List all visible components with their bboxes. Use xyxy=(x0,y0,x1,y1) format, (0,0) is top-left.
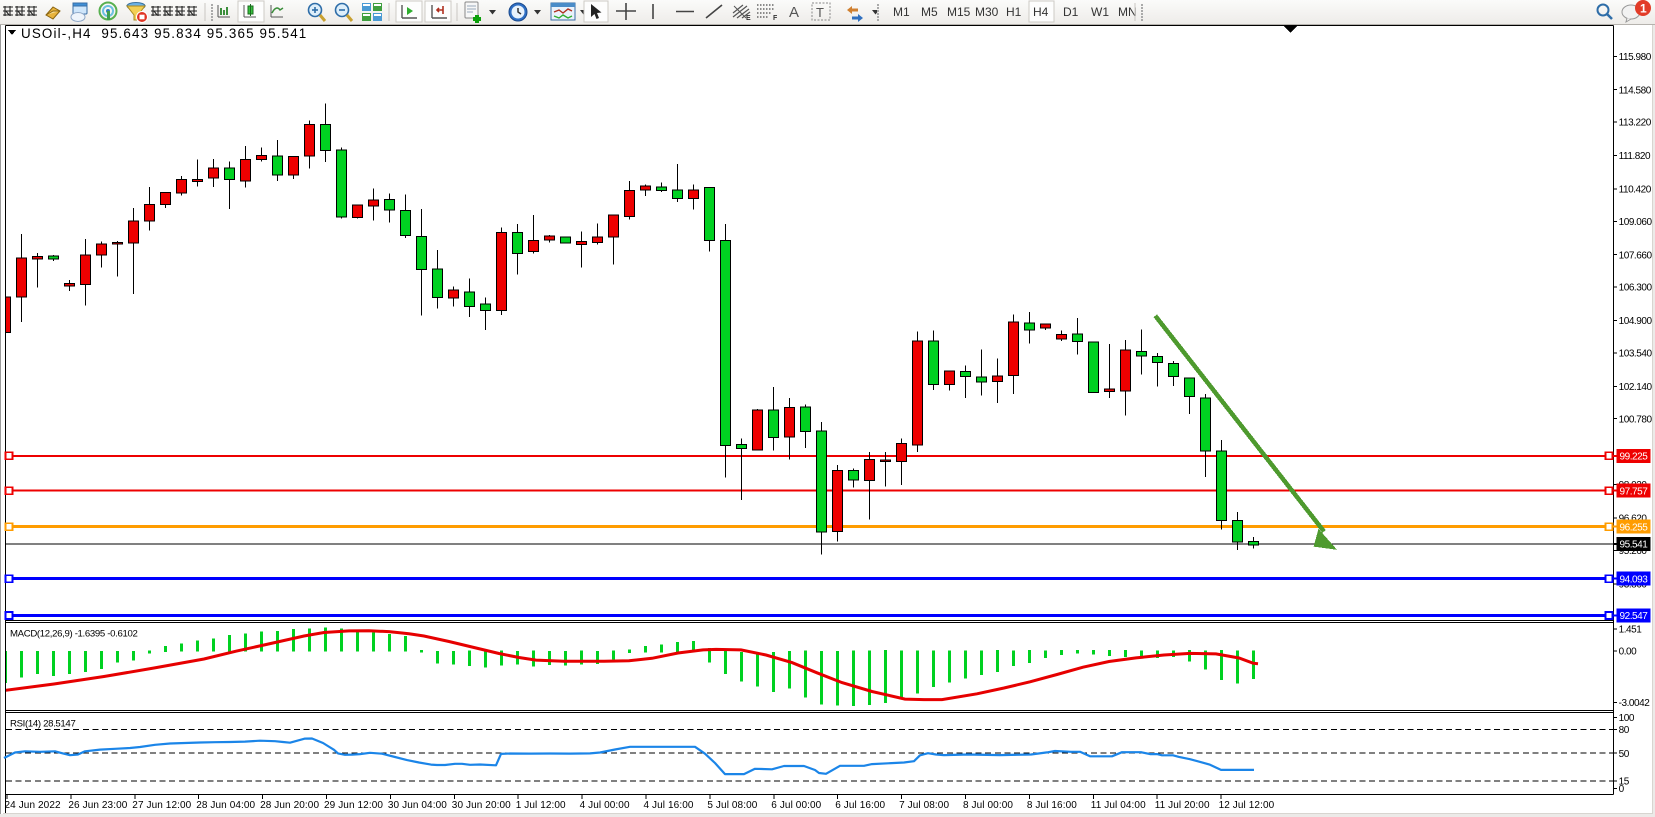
svg-text:4 Jul 00:00: 4 Jul 00:00 xyxy=(580,800,630,811)
svg-text:100.780: 100.780 xyxy=(1619,414,1653,425)
svg-text:28 Jun 04:00: 28 Jun 04:00 xyxy=(196,800,255,811)
svg-text:1 Jul 12:00: 1 Jul 12:00 xyxy=(516,800,566,811)
svg-text:MACD(12,26,9) -1.6395 -0.6102: MACD(12,26,9) -1.6395 -0.6102 xyxy=(10,629,137,640)
svg-text:28 Jun 20:00: 28 Jun 20:00 xyxy=(260,800,319,811)
svg-text:M1: M1 xyxy=(893,5,910,19)
svg-text:T: T xyxy=(816,5,824,20)
svg-text:103.540: 103.540 xyxy=(1619,349,1653,360)
svg-text:6 Jul 00:00: 6 Jul 00:00 xyxy=(771,800,821,811)
svg-text:50: 50 xyxy=(1619,749,1630,760)
svg-text:107.660: 107.660 xyxy=(1619,250,1653,261)
svg-text:110.420: 110.420 xyxy=(1619,185,1652,196)
svg-text:30 Jun 04:00: 30 Jun 04:00 xyxy=(388,800,447,811)
svg-text:11 Jul 04:00: 11 Jul 04:00 xyxy=(1091,800,1146,811)
svg-text:12 Jul 12:00: 12 Jul 12:00 xyxy=(1219,800,1275,811)
svg-text:5 Jul 08:00: 5 Jul 08:00 xyxy=(707,800,757,811)
svg-text:80: 80 xyxy=(1619,725,1630,736)
svg-text:M30: M30 xyxy=(975,5,999,19)
svg-text:102.140: 102.140 xyxy=(1619,382,1653,393)
svg-text:A: A xyxy=(789,4,799,21)
svg-text:97.757: 97.757 xyxy=(1620,486,1649,497)
svg-text:8 Jul 00:00: 8 Jul 00:00 xyxy=(963,800,1013,811)
svg-text:99.225: 99.225 xyxy=(1620,451,1649,462)
svg-text:M5: M5 xyxy=(921,5,938,19)
svg-text:E: E xyxy=(746,15,751,22)
svg-text:27 Jun 12:00: 27 Jun 12:00 xyxy=(132,800,191,811)
svg-text:114.580: 114.580 xyxy=(1619,85,1652,96)
svg-text:96.255: 96.255 xyxy=(1620,522,1649,533)
svg-text:104.900: 104.900 xyxy=(1619,316,1653,327)
svg-text:USOil-,H4 95.643 95.834 95.36: USOil-,H4 95.643 95.834 95.365 95.541 xyxy=(21,26,307,41)
svg-text:1.451: 1.451 xyxy=(1619,625,1643,636)
svg-text:-3.0042: -3.0042 xyxy=(1619,698,1651,709)
svg-text:109.060: 109.060 xyxy=(1619,217,1653,228)
svg-text:6 Jul 16:00: 6 Jul 16:00 xyxy=(835,800,885,811)
svg-text:4 Jul 16:00: 4 Jul 16:00 xyxy=(644,800,694,811)
svg-text:8 Jul 16:00: 8 Jul 16:00 xyxy=(1027,800,1077,811)
svg-text:RSI(14) 28.5147: RSI(14) 28.5147 xyxy=(10,719,75,730)
svg-text:96.620: 96.620 xyxy=(1619,514,1648,525)
svg-text:111.820: 111.820 xyxy=(1619,151,1651,162)
svg-text:106.300: 106.300 xyxy=(1619,283,1653,294)
svg-text:95.541: 95.541 xyxy=(1620,539,1649,550)
svg-text:11 Jul 20:00: 11 Jul 20:00 xyxy=(1155,800,1210,811)
svg-text:113.220: 113.220 xyxy=(1619,118,1652,129)
svg-text:29 Jun 12:00: 29 Jun 12:00 xyxy=(324,800,383,811)
svg-text:MN: MN xyxy=(1118,5,1137,19)
svg-text:95.260: 95.260 xyxy=(1619,546,1648,557)
svg-text:D1: D1 xyxy=(1063,5,1079,19)
svg-text:24 Jun 2022: 24 Jun 2022 xyxy=(5,800,61,811)
svg-text:W1: W1 xyxy=(1091,5,1109,19)
svg-text:30 Jun 20:00: 30 Jun 20:00 xyxy=(452,800,511,811)
svg-text:94.093: 94.093 xyxy=(1620,574,1649,585)
svg-text:F: F xyxy=(773,15,778,22)
svg-text:0: 0 xyxy=(1619,784,1625,795)
svg-text:7 Jul 08:00: 7 Jul 08:00 xyxy=(899,800,949,811)
svg-text:115.980: 115.980 xyxy=(1619,52,1652,63)
svg-text:1: 1 xyxy=(1640,2,1647,16)
svg-text:0.00: 0.00 xyxy=(1619,647,1638,658)
svg-text:M15: M15 xyxy=(947,5,971,19)
svg-text:H4: H4 xyxy=(1033,5,1049,19)
svg-text:100: 100 xyxy=(1619,713,1635,724)
svg-text:92.547: 92.547 xyxy=(1620,611,1649,622)
svg-text:26 Jun 23:00: 26 Jun 23:00 xyxy=(68,800,127,811)
svg-text:H1: H1 xyxy=(1006,5,1022,19)
svg-text:15: 15 xyxy=(1619,777,1630,788)
